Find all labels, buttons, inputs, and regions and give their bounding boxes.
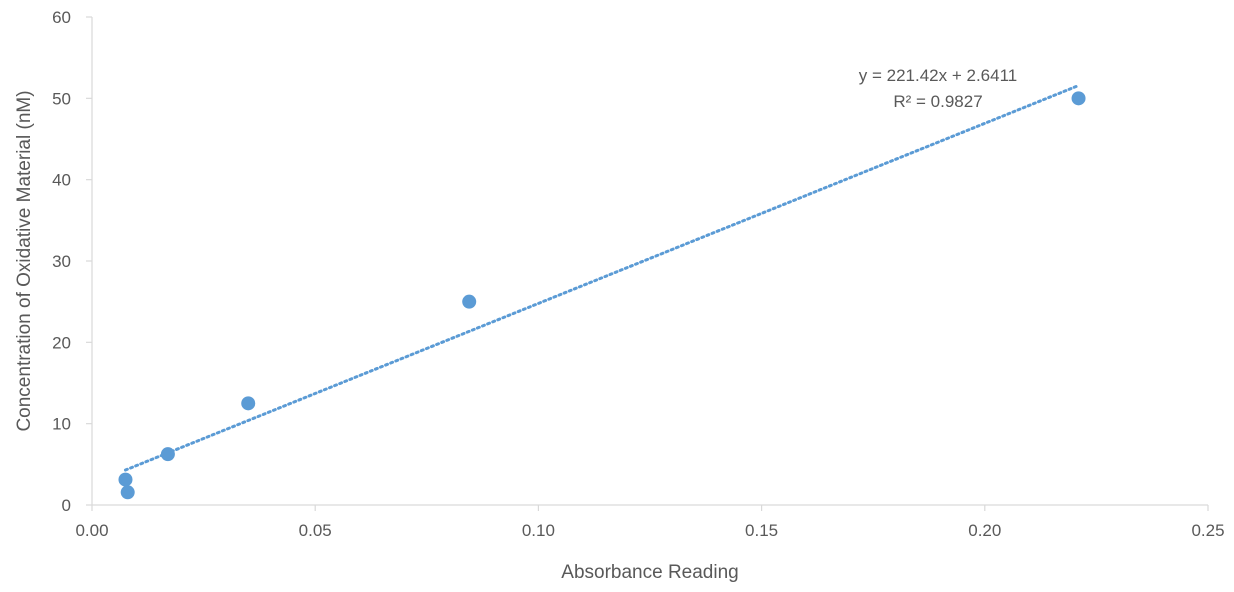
linear-trendline	[125, 86, 1078, 470]
x-tick-label: 0.15	[745, 521, 778, 540]
x-tick-label: 0.00	[75, 521, 108, 540]
x-tick-label: 0.25	[1191, 521, 1224, 540]
trendline-r-squared: R² = 0.9827	[893, 92, 982, 111]
data-point	[161, 447, 175, 461]
data-point	[1072, 91, 1086, 105]
y-tick-label: 60	[52, 8, 71, 27]
data-points	[118, 91, 1085, 499]
data-point	[121, 485, 135, 499]
x-tick-label: 0.10	[522, 521, 555, 540]
y-tick-label: 30	[52, 252, 71, 271]
trendline-layer	[125, 86, 1078, 470]
x-tick-label: 0.20	[968, 521, 1001, 540]
x-tick-label: 0.05	[299, 521, 332, 540]
y-tick-label: 10	[52, 415, 71, 434]
y-tick-label: 40	[52, 171, 71, 190]
data-point	[462, 295, 476, 309]
data-point	[241, 396, 255, 410]
y-tick-label: 0	[62, 496, 71, 515]
data-point	[118, 473, 132, 487]
y-axis-title: Concentration of Oxidative Material (nM)	[14, 90, 35, 431]
axes	[92, 17, 1208, 505]
y-tick-label: 20	[52, 333, 71, 352]
tick-labels: 0.00 0.05 0.10 0.15 0.20 0.25 0 10 20 30 40 50 60	[52, 8, 1224, 540]
x-axis-title: Absorbance Reading	[561, 562, 738, 583]
y-tick-label: 50	[52, 89, 71, 108]
trendline-equation: y = 221.42x + 2.6411	[859, 66, 1017, 85]
